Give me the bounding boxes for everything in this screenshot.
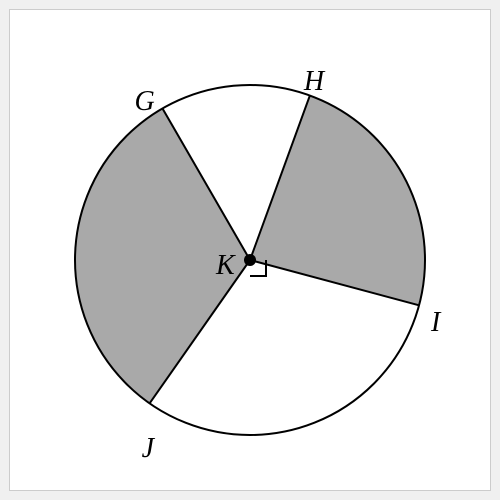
label-H: H [304, 66, 324, 98]
circle-diagram [10, 10, 490, 490]
diagram-frame: G H I J K [9, 9, 491, 491]
label-I: I [431, 307, 440, 339]
label-J: J [142, 433, 154, 465]
label-K: K [216, 250, 235, 282]
label-G: G [135, 86, 155, 118]
